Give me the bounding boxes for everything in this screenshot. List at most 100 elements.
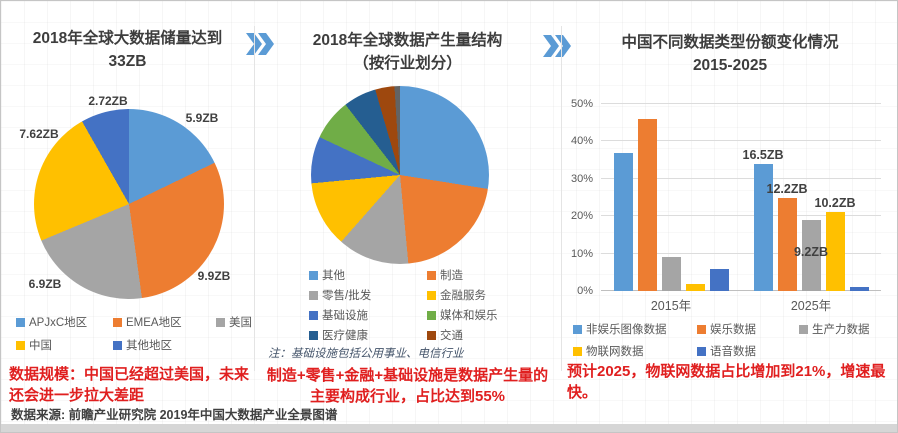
x-axis: 2015年 2025年	[601, 295, 881, 314]
industry-panel: 2018年全球数据产生量结构 （按行业划分） 其他 制造 零售/批发 金融服务 基础设施…	[254, 1, 561, 405]
legend-marker	[427, 330, 436, 340]
bar-groups: 16.5ZB 12.2ZB 9.2ZB 10.2ZB	[601, 104, 881, 291]
y-axis: 0% 10% 20% 30% 40% 50%	[561, 98, 595, 297]
legend-item: 非娱乐图像数据	[573, 321, 697, 337]
legend-label: APJxC地区	[29, 317, 88, 329]
legend-label: 娱乐数据	[710, 324, 756, 336]
storage-annotation: 数据规模：中国已经超过美国，未来还会进一步拉大差距	[9, 366, 250, 404]
gridline	[601, 140, 881, 142]
bar-物联网数据-2025年: 10.2ZB	[815, 196, 856, 291]
industry-annotation: 制造+零售+金融+基础设施是数据产生量的主要构成行业，占比达到55%	[266, 367, 549, 405]
legend-item: 娱乐数据	[697, 321, 799, 337]
legend-label: 生产力数据	[812, 324, 870, 336]
legend-marker	[309, 330, 318, 340]
legend-item: 媒体和娱乐	[427, 307, 551, 323]
legend-marker	[309, 270, 318, 280]
bar-语音数据-2025年	[849, 287, 869, 291]
legend-item: APJxC地区	[16, 314, 113, 330]
legend-item: 医疗健康	[309, 327, 427, 343]
legend-label: EMEA地区	[126, 317, 182, 329]
bar-group-2025年: 16.5ZB 12.2ZB 9.2ZB 10.2ZB	[743, 104, 869, 291]
legend-item: 中国	[16, 337, 113, 353]
bar-生产力数据-2025年: 9.2ZB	[794, 219, 828, 291]
legend-label: 交通	[440, 330, 463, 342]
legend-marker	[216, 317, 225, 327]
legend-label: 媒体和娱乐	[440, 310, 498, 322]
legend-label: 制造	[440, 270, 463, 282]
legend-marker	[573, 324, 582, 334]
bar-语音数据-2015年	[709, 268, 729, 291]
storage-pie-chart	[34, 109, 224, 299]
bar-生产力数据-2015年	[661, 257, 681, 291]
legend-marker	[799, 324, 808, 334]
legend-label: 金融服务	[440, 290, 486, 302]
legend-marker	[309, 310, 318, 320]
legend-item: 零售/批发	[309, 287, 427, 303]
bar-data-label: 12.2ZB	[766, 181, 808, 196]
panel-divider	[561, 26, 562, 371]
pie-value-label: 6.9ZB	[28, 277, 62, 291]
bar-data-label: 9.2ZB	[793, 244, 829, 259]
y-axis-tick-label: 10%	[570, 247, 593, 260]
bar-data-label: 10.2ZB	[814, 196, 856, 211]
bar-物联网数据-2015年	[685, 283, 705, 291]
x-axis-category-label: 2015年	[650, 299, 692, 313]
bar-娱乐数据-2025年: 12.2ZB	[767, 182, 808, 291]
plot-area: 16.5ZB 12.2ZB 9.2ZB 10.2ZB	[601, 103, 881, 291]
legend-marker	[697, 346, 706, 356]
panel-divider	[254, 26, 255, 371]
legend-label: 中国	[29, 340, 52, 352]
window-bottom-edge	[1, 424, 897, 432]
gridline	[601, 177, 881, 179]
storage-legend: APJxC地区 EMEA地区 美国中国 其他地区	[16, 314, 254, 353]
legend-item: 美国	[216, 314, 254, 330]
legend-marker	[16, 317, 25, 327]
legend-label: 医疗健康	[322, 330, 368, 342]
data-source-note: 数据来源: 前瞻产业研究院 2019年中国大数据产业全景图谱	[11, 408, 338, 422]
china-chart-title: 中国不同数据类型份额变化情况 2015-2025	[621, 34, 839, 75]
gridline	[601, 252, 881, 254]
legend-label: 美国	[229, 317, 252, 329]
legend-item: 基础设施	[309, 307, 427, 323]
storage-panel: 2018年全球大数据储量达到 33ZB 2.72ZB 5.9ZB 7.62ZB …	[1, 1, 254, 404]
pie-value-label: 9.9ZB	[197, 269, 231, 283]
gridline	[601, 215, 881, 217]
gridline	[601, 103, 881, 104]
legend-item: 金融服务	[427, 287, 551, 303]
legend-label: 语音数据	[710, 346, 756, 358]
bar-娱乐数据-2015年	[637, 118, 657, 291]
legend-item: 其他	[309, 267, 427, 283]
industry-pie-chart	[311, 86, 489, 264]
legend-label: 非娱乐图像数据	[586, 324, 667, 336]
legend-label: 基础设施	[322, 310, 368, 322]
legend-item: 交通	[427, 327, 551, 343]
china-panel: 中国不同数据类型份额变化情况 2015-2025 0% 10% 20% 30% 40% 5…	[561, 1, 897, 401]
legend-item: 物联网数据	[573, 343, 697, 359]
bar-data-label: 16.5ZB	[742, 147, 784, 162]
china-legend: 非娱乐图像数据 娱乐数据 生产力数据物联网数据 语音数据	[573, 321, 897, 359]
industry-footnote: 注：基础设施包括公用事业、电信行业	[268, 348, 464, 360]
legend-marker	[573, 346, 582, 356]
bar-非娱乐图像数据-2015年	[613, 152, 633, 291]
flow-arrow-icon	[543, 35, 571, 57]
industry-legend: 其他 制造零售/批发 金融服务基础设施 媒体和娱乐医疗健康 交通	[309, 267, 551, 343]
legend-marker	[697, 324, 706, 334]
legend-label: 其他	[322, 270, 345, 282]
legend-item: 制造	[427, 267, 551, 283]
x-axis-category-label: 2025年	[790, 299, 832, 313]
y-axis-tick-label: 50%	[570, 98, 593, 110]
legend-marker	[309, 290, 318, 300]
legend-marker	[16, 340, 25, 350]
gridline	[601, 290, 881, 291]
y-axis-tick-label: 0%	[577, 285, 593, 297]
bar-非娱乐图像数据-2025年: 16.5ZB	[743, 148, 784, 291]
legend-marker	[113, 340, 122, 350]
y-axis-tick-label: 30%	[570, 172, 593, 185]
y-axis-tick-label: 20%	[570, 210, 593, 223]
legend-marker	[113, 317, 122, 327]
legend-label: 其他地区	[126, 340, 172, 352]
legend-label: 物联网数据	[586, 346, 644, 358]
legend-marker	[427, 310, 436, 320]
pie-value-label: 7.62ZB	[19, 127, 59, 141]
